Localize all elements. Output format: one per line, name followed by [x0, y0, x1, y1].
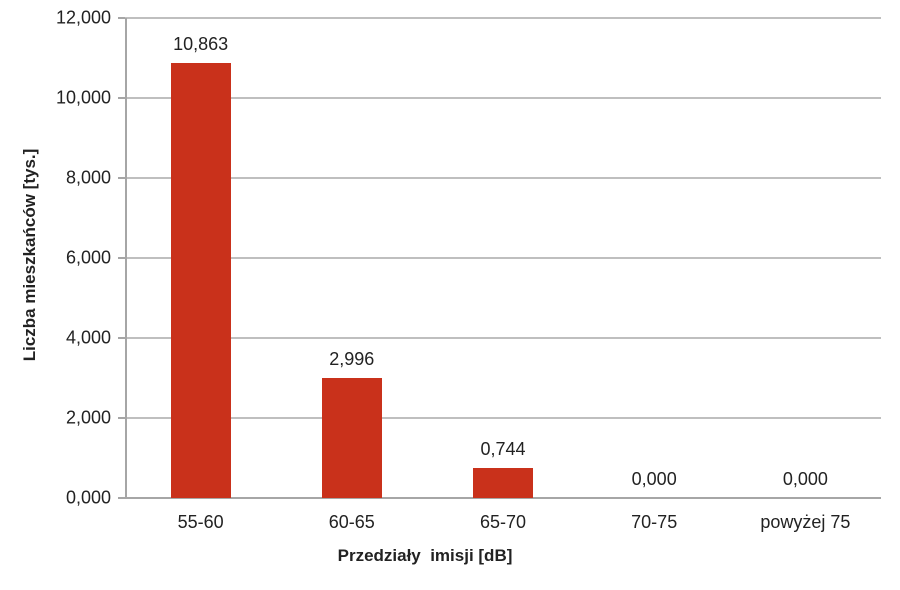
bar-value-label: 0,000: [631, 469, 677, 489]
x-axis-category-label: 60-65: [328, 512, 375, 532]
y-axis-tick-label: 2,000: [65, 407, 111, 428]
y-axis-tick: [118, 97, 125, 99]
y-axis-tick-label: 6,000: [65, 247, 111, 268]
gridline: [125, 417, 881, 419]
y-axis-tick-label: 12,000: [55, 7, 111, 28]
y-axis-tick-label: 0,000: [65, 487, 111, 508]
gridline: [125, 177, 881, 179]
x-axis-category-label: 65-70: [479, 512, 527, 532]
gridline: [125, 97, 881, 99]
y-axis-tick: [118, 337, 125, 339]
y-axis-tick: [118, 497, 125, 499]
y-axis-line: [125, 18, 127, 498]
gridline: [125, 17, 881, 19]
y-axis-tick-label: 8,000: [65, 167, 111, 188]
bar-value-label: 10,863: [173, 34, 229, 55]
gridline: [125, 337, 881, 339]
y-axis-tick: [118, 177, 125, 179]
bar-value-label: 0,000: [782, 469, 828, 489]
x-axis-title: Przedziały imisji [dB]: [337, 546, 513, 565]
x-axis-category-label: 70-75: [631, 512, 678, 532]
bar-value-label: 2,996: [329, 349, 375, 370]
x-axis-category-label: 55-60: [177, 512, 224, 532]
y-axis-tick-label: 4,000: [65, 327, 111, 348]
bar: [473, 468, 533, 498]
bar: [170, 63, 231, 498]
x-axis-category-label: powyżej 75: [760, 512, 851, 532]
bar: [321, 378, 382, 498]
bar-value-label: 0,744: [480, 439, 526, 460]
x-axis-line: [125, 497, 881, 499]
gridline: [125, 257, 881, 259]
y-axis-tick: [118, 257, 125, 259]
y-axis-tick-label: 10,000: [55, 87, 111, 108]
y-axis-tick: [118, 17, 125, 19]
y-axis-tick: [118, 417, 125, 419]
